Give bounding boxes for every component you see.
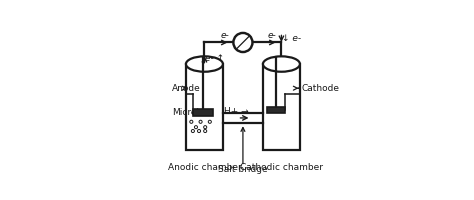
Ellipse shape (263, 56, 300, 72)
Text: e-: e- (268, 31, 276, 40)
Text: H+ →: H+ → (225, 107, 249, 116)
Bar (193, 109, 213, 116)
Text: Microbes: Microbes (172, 108, 212, 117)
Text: ↓ e-: ↓ e- (282, 34, 301, 43)
Bar (186, 64, 223, 150)
Text: Cathode: Cathode (293, 84, 339, 93)
Circle shape (233, 33, 253, 52)
Text: e-: e- (220, 31, 229, 40)
Text: Anode: Anode (172, 84, 201, 93)
Bar (263, 64, 300, 150)
Text: Anodic chamber: Anodic chamber (167, 163, 241, 172)
Bar (267, 107, 284, 113)
Ellipse shape (186, 56, 223, 72)
Text: Salt bridge: Salt bridge (218, 165, 268, 174)
Text: e- ↑: e- ↑ (205, 54, 224, 63)
Text: Cathodic chamber: Cathodic chamber (240, 163, 323, 172)
